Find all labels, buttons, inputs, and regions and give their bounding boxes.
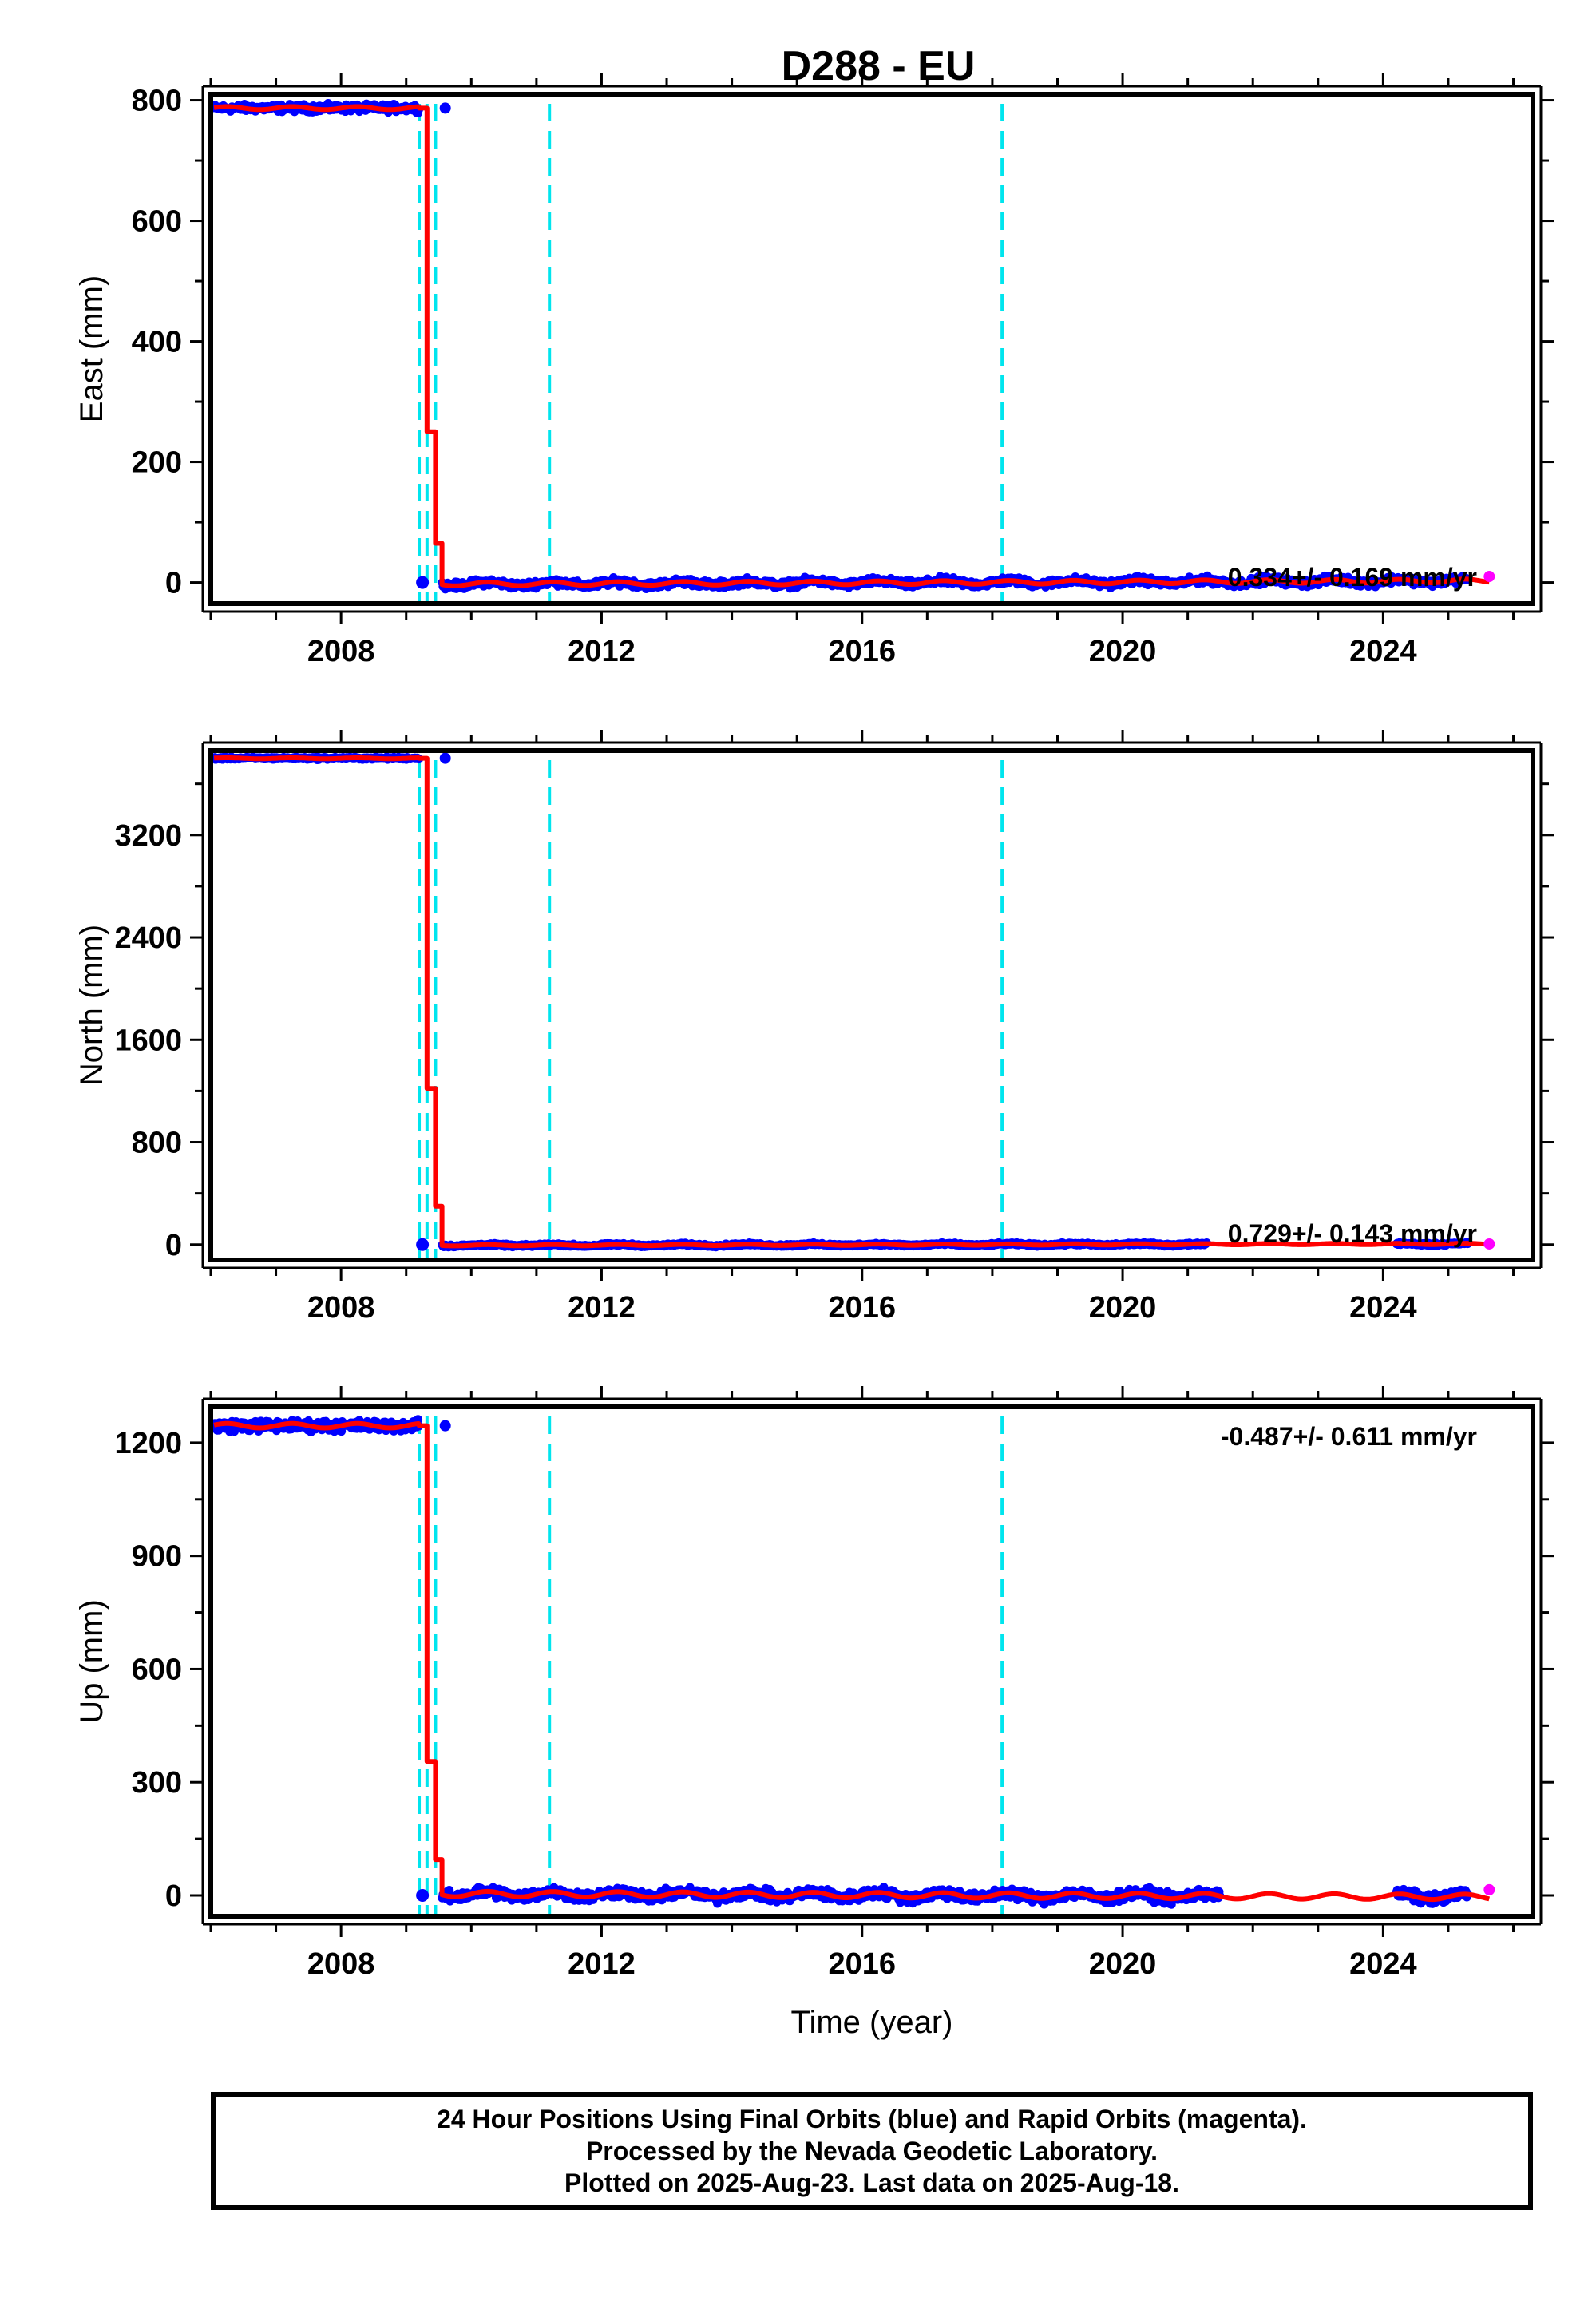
x-tick-label: 2024 (1349, 1947, 1417, 1981)
footer-line-orbits: 24 Hour Positions Using Final Orbits (bl… (437, 2105, 1307, 2133)
y-tick-label: 0 (165, 1879, 182, 1913)
footer-line-processed: Processed by the Nevada Geodetic Laborat… (585, 2137, 1158, 2165)
y-tick-label: 2400 (114, 921, 182, 955)
rapid-orbit-point (1483, 571, 1495, 583)
plot-frame (208, 92, 1535, 606)
final-orbit-point (416, 576, 430, 589)
x-tick-label: 2012 (568, 635, 636, 668)
y-tick-label: 600 (132, 1653, 182, 1686)
footer-info-box: 24 Hour Positions Using Final Orbits (bl… (211, 2092, 1533, 2210)
plot-frame (208, 1404, 1535, 1919)
y-axis-title: East (mm) (74, 275, 109, 422)
y-tick-label: 800 (132, 1127, 182, 1160)
y-tick-label: 3200 (114, 819, 182, 853)
final-orbit-point (416, 1889, 430, 1903)
y-tick-label: 300 (132, 1766, 182, 1800)
rapid-orbit-point (1483, 1238, 1495, 1250)
x-tick-label: 2016 (828, 1947, 896, 1981)
plot-frame (208, 748, 1535, 1262)
x-tick-label: 2008 (307, 1291, 375, 1325)
final-orbit-points (211, 752, 1472, 1252)
y-tick-label: 900 (132, 1540, 182, 1574)
final-orbit-points (211, 99, 1472, 594)
x-tick-label: 2024 (1349, 1291, 1417, 1325)
panel-2: 2008 2012 2016 2020 2024 0 800 1600 2400 3200 Nort… (74, 730, 1554, 1325)
model-fit-line (212, 1420, 1491, 1903)
x-tick-label: 2012 (568, 1947, 636, 1981)
velocity-rate-label: 0.334+/- 0.169 mm/yr (1228, 563, 1477, 592)
y-tick-label: 0 (165, 1229, 182, 1262)
x-axis-title: Time (year) (791, 2005, 953, 2040)
chart-title: D288 - EU (782, 43, 976, 89)
x-tick-label: 2024 (1349, 635, 1417, 668)
final-orbit-point (416, 1238, 430, 1251)
x-tick-label: 2008 (307, 635, 375, 668)
y-tick-label: 600 (132, 205, 182, 239)
panel-3: 2008 2012 2016 2020 2024 0 300 600 900 1200 Up (mm… (74, 1386, 1554, 2040)
y-tick-label: 1600 (114, 1024, 182, 1057)
rapid-orbit-point (1483, 1883, 1495, 1895)
final-orbit-point (439, 102, 451, 114)
model-fit-line (212, 755, 1491, 1249)
y-axis-title: Up (mm) (74, 1599, 109, 1724)
x-tick-label: 2012 (568, 1291, 636, 1325)
velocity-rate-label: 0.729+/- 0.143 mm/yr (1228, 1219, 1477, 1248)
y-tick-label: 200 (132, 446, 182, 480)
x-tick-label: 2020 (1089, 1291, 1157, 1325)
y-tick-label: 0 (165, 567, 182, 600)
velocity-rate-label: -0.487+/- 0.611 mm/yr (1221, 1422, 1477, 1451)
final-orbit-points (211, 1415, 1472, 1909)
footer-line-plotted: Plotted on 2025-Aug-23. Last data on 202… (564, 2168, 1179, 2197)
y-tick-label: 400 (132, 326, 182, 359)
x-tick-label: 2008 (307, 1947, 375, 1981)
final-orbit-point (439, 752, 451, 764)
x-tick-label: 2016 (828, 1291, 896, 1325)
panel-1: 2008 2012 2016 2020 2024 0 200 400 600 800 East (m… (74, 73, 1554, 668)
x-tick-label: 2016 (828, 635, 896, 668)
y-tick-label: 800 (132, 85, 182, 118)
x-tick-label: 2020 (1089, 1947, 1157, 1981)
y-axis-title: North (mm) (74, 925, 109, 1086)
final-orbit-point (439, 1420, 451, 1432)
y-tick-label: 1200 (114, 1427, 182, 1460)
x-tick-label: 2020 (1089, 635, 1157, 668)
model-fit-line (212, 104, 1491, 588)
